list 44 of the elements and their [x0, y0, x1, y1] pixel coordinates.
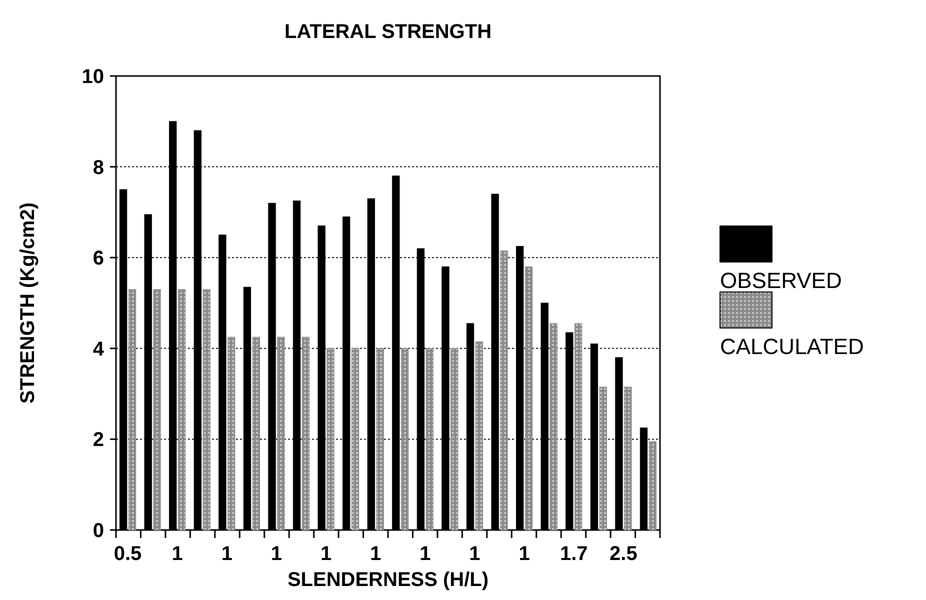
x-tick-label: 1 — [172, 543, 183, 565]
x-tick-label: 1 — [469, 543, 480, 565]
bar — [500, 250, 508, 530]
x-tick-label: 1 — [320, 543, 332, 565]
bar — [228, 336, 236, 530]
bar — [277, 336, 285, 530]
x-axis-title: SLENDERNESS (H/L) — [287, 569, 489, 591]
bar — [351, 348, 360, 530]
y-tick-label: 8 — [92, 156, 104, 179]
x-tick-label: 1 — [221, 543, 232, 565]
bar — [302, 336, 310, 530]
bar — [574, 323, 582, 530]
bar — [252, 336, 260, 530]
bar — [475, 341, 484, 530]
x-tick-label: 1 — [518, 543, 530, 565]
bar — [550, 323, 558, 530]
legend-label: OBSERVED — [720, 268, 842, 293]
bar — [326, 348, 334, 530]
y-axis-title: STRENGTH (Kg/cm2) — [17, 202, 39, 404]
bar — [426, 348, 434, 530]
bar — [450, 348, 458, 530]
bar — [648, 441, 657, 530]
legend-label: CALCULATED — [720, 334, 864, 359]
bar — [202, 289, 210, 530]
bar — [376, 348, 384, 530]
y-tick-label: 10 — [82, 66, 104, 88]
chart-title: LATERAL STRENGTH — [284, 21, 492, 43]
y-tick-label: 0 — [92, 520, 104, 542]
bar — [624, 386, 632, 530]
y-tick-label: 6 — [92, 248, 104, 270]
x-tick-label: 1 — [420, 543, 431, 565]
bar — [524, 266, 533, 530]
y-tick-label: 4 — [92, 338, 105, 360]
x-tick-label: 1.7 — [560, 543, 588, 565]
bar — [128, 289, 136, 530]
bar — [401, 348, 409, 530]
y-tick-label: 2 — [92, 429, 104, 452]
bar — [178, 289, 186, 530]
x-tick-label: 2.5 — [610, 543, 638, 565]
x-tick-label: 1 — [270, 543, 282, 565]
bar — [153, 289, 161, 530]
bar — [599, 386, 607, 530]
x-tick-label: 0.5 — [114, 543, 142, 565]
x-tick-label: 1 — [370, 543, 382, 565]
